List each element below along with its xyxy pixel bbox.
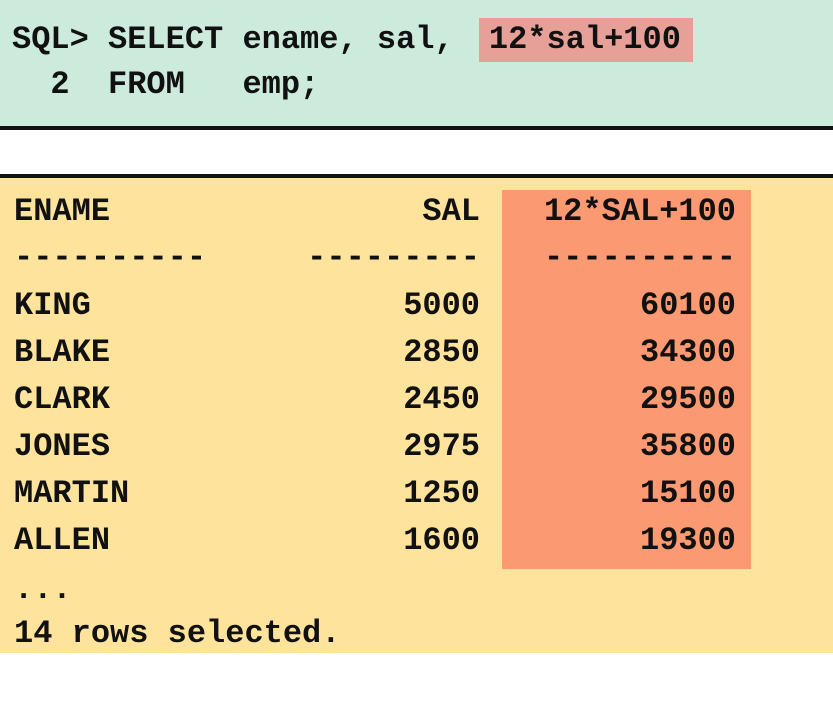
- cell-calculated: 19300: [639, 522, 736, 559]
- table-row: KING 5000 60100: [14, 286, 736, 326]
- table-row: JONES 2975 35800: [14, 427, 736, 467]
- cell-calculated: 60100: [639, 287, 736, 324]
- cell-sal: 1250: [403, 475, 480, 512]
- cell-calculated: 15100: [639, 475, 736, 512]
- sql-query-panel: SQL> SELECT ename, sal, 12*sal+100 2 FRO…: [0, 0, 833, 130]
- cell-ename: KING: [14, 287, 91, 324]
- cell-sal: 2975: [403, 428, 480, 465]
- table-row: ALLEN 1600 19300: [14, 521, 736, 561]
- query-expression-highlight: 12*sal+100: [478, 18, 693, 62]
- cell-sal: 2850: [403, 334, 480, 371]
- query-line-2: 2 FROM emp;: [12, 66, 320, 103]
- separator-ename: ----------: [14, 239, 207, 276]
- cell-ename: BLAKE: [14, 334, 111, 371]
- rows-selected-message: 14 rows selected.: [14, 615, 341, 652]
- header-ename: ENAME: [14, 193, 111, 230]
- separator-calculated: ----------: [543, 239, 736, 276]
- cell-ename: MARTIN: [14, 475, 130, 512]
- cell-ename: CLARK: [14, 381, 111, 418]
- cell-calculated: 35800: [639, 428, 736, 465]
- cell-sal: 2450: [403, 381, 480, 418]
- separator-sal: ---------: [307, 239, 480, 276]
- cell-calculated: 29500: [639, 381, 736, 418]
- cell-sal: 5000: [403, 287, 480, 324]
- panel-gap: [0, 130, 833, 174]
- cell-sal: 1600: [403, 522, 480, 559]
- cell-ename: JONES: [14, 428, 111, 465]
- header-calculated: 12*SAL+100: [543, 193, 736, 230]
- result-header-row: ENAME SAL 12*SAL+100: [14, 192, 736, 232]
- result-separator-row: ---------- --------- ----------: [14, 238, 736, 278]
- table-row: MARTIN 1250 15100: [14, 474, 736, 514]
- query-line-1: SQL> SELECT ename, sal, 12*sal+100: [12, 18, 693, 62]
- table-row: CLARK 2450 29500: [14, 380, 736, 420]
- header-sal: SAL: [422, 193, 480, 230]
- table-row: BLAKE 2850 34300: [14, 333, 736, 373]
- cell-calculated: 34300: [639, 334, 736, 371]
- query-select-clause: SQL> SELECT ename, sal,: [12, 21, 473, 58]
- cell-ename: ALLEN: [14, 522, 111, 559]
- query-result-panel: ENAME SAL 12*SAL+100 ---------- --------…: [0, 174, 833, 653]
- more-rows-ellipsis: ...: [14, 571, 72, 608]
- calculated-column-highlight: [502, 190, 751, 569]
